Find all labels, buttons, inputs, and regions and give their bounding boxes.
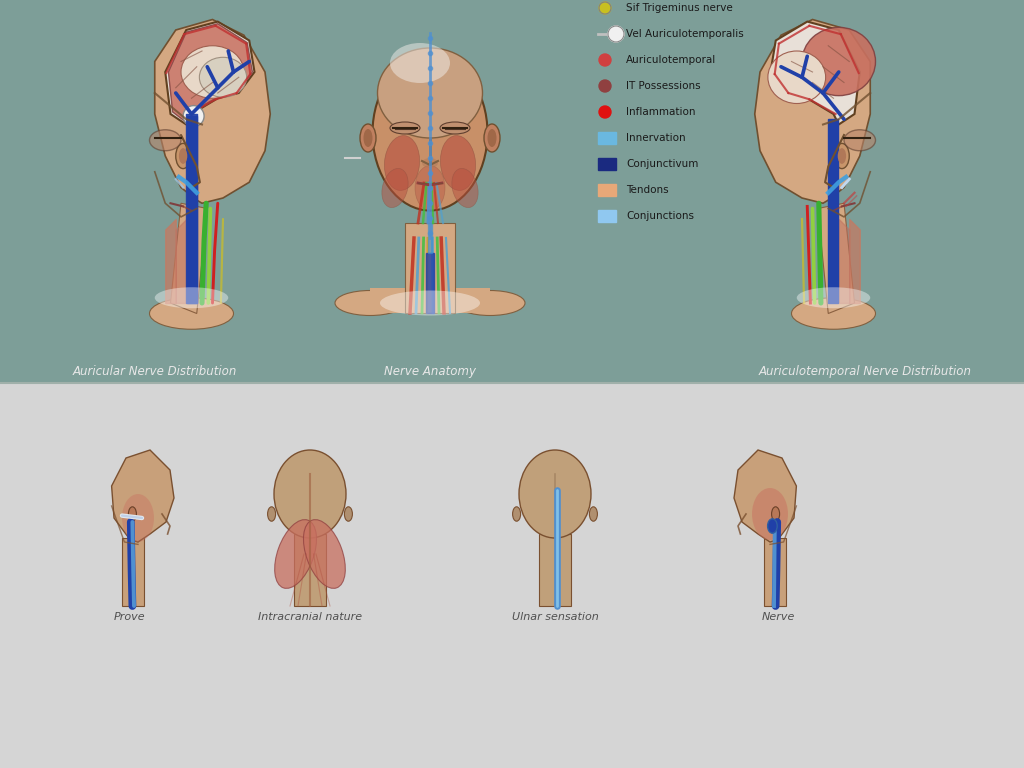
Circle shape xyxy=(608,26,624,42)
Ellipse shape xyxy=(382,168,409,207)
Ellipse shape xyxy=(772,507,779,521)
Text: Nerve: Nerve xyxy=(761,611,795,621)
Ellipse shape xyxy=(797,287,870,308)
Ellipse shape xyxy=(422,158,438,168)
Text: Nerve Anatomy: Nerve Anatomy xyxy=(384,365,476,378)
Text: Inflammation: Inflammation xyxy=(626,107,695,117)
Text: Conjunctivum: Conjunctivum xyxy=(626,159,698,169)
Ellipse shape xyxy=(364,129,373,147)
Text: Conjunctions: Conjunctions xyxy=(626,211,694,221)
Bar xyxy=(122,538,144,606)
Ellipse shape xyxy=(590,507,597,521)
Ellipse shape xyxy=(335,290,406,316)
Polygon shape xyxy=(171,204,207,313)
Ellipse shape xyxy=(274,450,346,538)
Bar xyxy=(828,119,838,303)
Ellipse shape xyxy=(390,122,420,134)
Text: Auricular Nerve Distribution: Auricular Nerve Distribution xyxy=(73,365,238,378)
Ellipse shape xyxy=(155,287,228,308)
Ellipse shape xyxy=(844,130,876,151)
Ellipse shape xyxy=(122,494,154,542)
Bar xyxy=(370,288,490,313)
Ellipse shape xyxy=(267,507,275,521)
Ellipse shape xyxy=(513,507,520,521)
Ellipse shape xyxy=(452,168,478,207)
Ellipse shape xyxy=(415,165,445,210)
Circle shape xyxy=(183,106,204,127)
Ellipse shape xyxy=(128,507,136,521)
Ellipse shape xyxy=(484,124,500,152)
Polygon shape xyxy=(770,22,860,124)
Ellipse shape xyxy=(373,55,487,210)
Bar xyxy=(294,534,326,606)
Polygon shape xyxy=(112,450,174,542)
Circle shape xyxy=(599,106,611,118)
Ellipse shape xyxy=(802,28,876,96)
Ellipse shape xyxy=(752,488,788,540)
Bar xyxy=(187,116,197,303)
Bar xyxy=(598,158,616,170)
Bar xyxy=(598,132,616,144)
Bar xyxy=(428,223,432,253)
Ellipse shape xyxy=(176,144,190,169)
Bar xyxy=(764,538,786,606)
Ellipse shape xyxy=(455,290,525,316)
Ellipse shape xyxy=(792,298,876,329)
Bar xyxy=(598,184,616,196)
Bar xyxy=(539,534,571,606)
Text: Auriculotemporal: Auriculotemporal xyxy=(626,55,716,65)
Ellipse shape xyxy=(390,43,450,83)
Bar xyxy=(426,253,434,313)
Text: Vel Auriculotemporalis: Vel Auriculotemporalis xyxy=(626,29,743,39)
Ellipse shape xyxy=(303,520,345,588)
Ellipse shape xyxy=(768,519,777,533)
Polygon shape xyxy=(168,24,252,122)
Ellipse shape xyxy=(181,46,244,98)
Ellipse shape xyxy=(179,148,187,164)
Ellipse shape xyxy=(344,507,352,521)
Ellipse shape xyxy=(440,122,470,134)
Ellipse shape xyxy=(150,298,233,329)
Text: Ulnar sensation: Ulnar sensation xyxy=(512,611,598,621)
Bar xyxy=(598,210,616,222)
Ellipse shape xyxy=(360,124,376,152)
Bar xyxy=(406,223,455,313)
Polygon shape xyxy=(818,204,854,313)
Polygon shape xyxy=(755,19,870,204)
Circle shape xyxy=(599,2,611,14)
Bar xyxy=(0,0,1024,383)
Ellipse shape xyxy=(835,144,849,169)
Text: Sif Trigeminus nerve: Sif Trigeminus nerve xyxy=(626,3,733,13)
Ellipse shape xyxy=(487,129,497,147)
Polygon shape xyxy=(155,19,270,204)
Text: Intracranial nature: Intracranial nature xyxy=(258,611,362,621)
Circle shape xyxy=(599,54,611,66)
Ellipse shape xyxy=(380,290,480,316)
Bar xyxy=(0,383,1024,768)
Text: Tendons: Tendons xyxy=(626,185,669,195)
Ellipse shape xyxy=(768,51,825,104)
Text: IT Possessions: IT Possessions xyxy=(626,81,700,91)
Text: Innervation: Innervation xyxy=(626,133,686,143)
Polygon shape xyxy=(165,22,255,124)
Ellipse shape xyxy=(150,130,181,151)
Polygon shape xyxy=(734,450,797,542)
Ellipse shape xyxy=(384,136,420,190)
Text: Auriculotemporal Nerve Distribution: Auriculotemporal Nerve Distribution xyxy=(759,365,972,378)
Ellipse shape xyxy=(838,148,846,164)
Text: Prove: Prove xyxy=(115,611,145,621)
Ellipse shape xyxy=(200,58,247,98)
Ellipse shape xyxy=(378,48,482,138)
Ellipse shape xyxy=(274,520,316,588)
Ellipse shape xyxy=(440,136,475,190)
Circle shape xyxy=(599,80,611,92)
Ellipse shape xyxy=(519,450,591,538)
